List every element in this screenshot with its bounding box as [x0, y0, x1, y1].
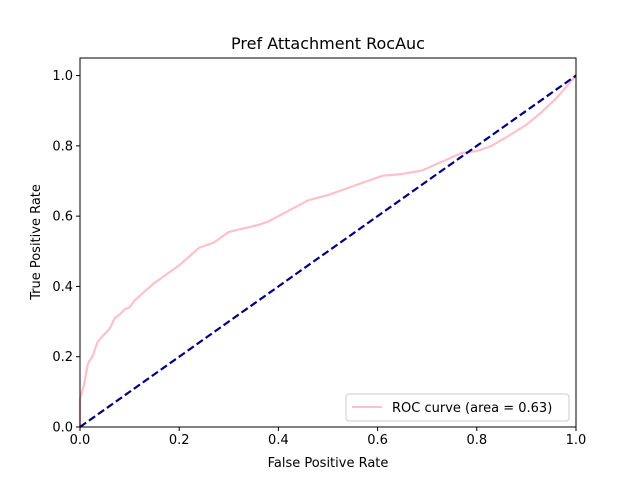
y-tick-label: 0.8	[52, 139, 73, 154]
x-axis: 0.0 0.2 0.4 0.6 0.8 1.0	[70, 427, 587, 448]
plot-area	[78, 57, 577, 428]
plot-frame	[79, 57, 577, 428]
x-tick-label: 0.6	[367, 433, 388, 448]
x-tick-label: 0.8	[466, 433, 487, 448]
legend: ROC curve (area = 0.63)	[345, 393, 570, 422]
x-axis-label: False Positive Rate	[268, 456, 389, 471]
y-tick-label: 0.4	[52, 280, 73, 295]
roc-curve-line	[78, 74, 577, 427]
y-tick-label: 0.0	[52, 421, 73, 436]
y-axis: 0.0 0.2 0.4 0.6 0.8 1.0	[52, 69, 80, 436]
series-layer	[78, 74, 577, 428]
y-tick-label: 1.0	[52, 69, 73, 84]
x-tick-label: 1.0	[566, 433, 587, 448]
chart-title: Pref Attachment RocAuc	[231, 34, 425, 53]
x-tick-label: 0.4	[268, 433, 289, 448]
plot-background	[80, 58, 576, 427]
x-tick-label: 0.0	[70, 433, 91, 448]
y-axis-label: True Positive Rate	[29, 184, 44, 301]
chance-diagonal-line	[79, 74, 577, 428]
y-tick-label: 0.2	[52, 350, 73, 365]
legend-box	[345, 393, 570, 422]
y-tick-label: 0.6	[52, 210, 73, 225]
x-tick-label: 0.2	[169, 433, 190, 448]
legend-label: ROC curve (area = 0.63)	[392, 401, 552, 416]
